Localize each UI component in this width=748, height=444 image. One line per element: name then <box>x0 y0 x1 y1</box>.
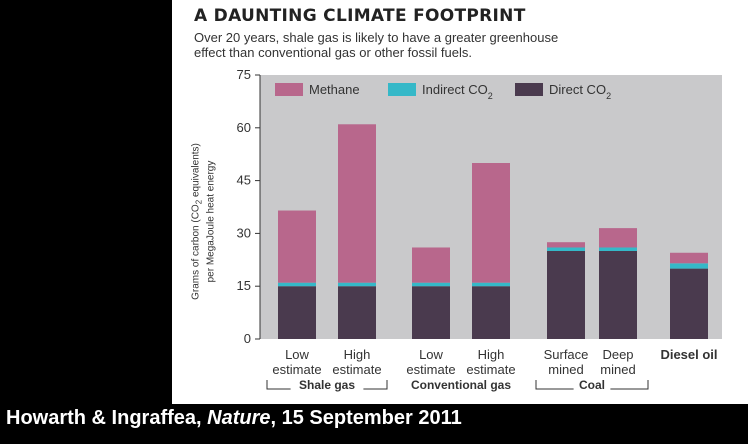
x-tick-label: Surface <box>544 347 589 362</box>
bar-segment <box>472 282 510 287</box>
group-label: Conventional gas <box>411 378 511 392</box>
bar-segment <box>472 286 510 339</box>
y-tick-label: 30 <box>237 225 251 240</box>
x-tick-label: Deep <box>602 347 633 362</box>
legend-swatch <box>275 83 303 96</box>
subtitle-line-1: Over 20 years, shale gas is likely to ha… <box>194 30 559 45</box>
legend-label: Direct CO2 <box>549 82 611 101</box>
x-tick-label: High <box>344 347 371 362</box>
legend-label: Indirect CO2 <box>422 82 493 101</box>
group-label-background <box>399 378 523 392</box>
y-tick-label: 0 <box>244 331 251 346</box>
bar-segment <box>599 247 637 251</box>
y-tick-label: 15 <box>237 278 251 293</box>
bar-segment <box>412 247 450 283</box>
bar-segment <box>670 263 708 269</box>
group-label-background <box>573 378 611 392</box>
legend-label: Methane <box>309 82 360 97</box>
y-tick-label: 45 <box>237 173 251 188</box>
group-label: Coal <box>579 378 605 392</box>
subtitle-line-2: effect than conventional gas or other fo… <box>194 45 472 60</box>
stacked-bar-chart: 01530456075LowestimateHighestimateLowest… <box>237 67 722 392</box>
legend-swatch <box>515 83 543 96</box>
bar-segment <box>670 252 708 264</box>
x-tick-label: Diesel oil <box>660 347 717 362</box>
x-tick-label: estimate <box>466 362 515 377</box>
bar-segment <box>599 251 637 339</box>
group-label: Shale gas <box>299 378 355 392</box>
bar-segment <box>547 251 585 339</box>
x-tick-label: mined <box>600 362 635 377</box>
bar-segment <box>599 228 637 248</box>
bar-segment <box>412 282 450 287</box>
citation-caption: Howarth & Ingraffea, Nature, 15 Septembe… <box>6 407 462 430</box>
x-tick-label: Low <box>285 347 309 362</box>
bar-segment <box>278 282 316 287</box>
bar-segment <box>278 210 316 283</box>
x-tick-label: estimate <box>406 362 455 377</box>
legend-label-subscript: 2 <box>606 91 611 101</box>
caption-authors: Howarth & Ingraffea, <box>6 407 208 429</box>
bar-segment <box>670 268 708 339</box>
bar-segment <box>547 247 585 251</box>
y-tick-label: 75 <box>237 67 251 82</box>
group-label-background <box>290 378 364 392</box>
bar-segment <box>412 286 450 339</box>
x-tick-label: estimate <box>332 362 381 377</box>
caption-date: , 15 September 2011 <box>270 407 462 429</box>
bar-segment <box>472 163 510 283</box>
bar-segment <box>278 286 316 339</box>
x-tick-label: estimate <box>272 362 321 377</box>
chart-title: A DAUNTING CLIMATE FOOTPRINT <box>194 6 526 26</box>
x-tick-label: High <box>478 347 505 362</box>
legend-swatch <box>388 83 416 96</box>
y-tick-label: 60 <box>237 120 251 135</box>
caption-journal: Nature <box>207 407 271 429</box>
bar-segment <box>338 282 376 287</box>
legend-label-subscript: 2 <box>488 91 493 101</box>
bar-segment <box>547 242 585 248</box>
chart-subtitle: Over 20 years, shale gas is likely to ha… <box>194 30 644 60</box>
bar-segment <box>338 286 376 339</box>
bar-segment <box>338 124 376 283</box>
x-tick-label: mined <box>548 362 583 377</box>
x-tick-label: Low <box>419 347 443 362</box>
